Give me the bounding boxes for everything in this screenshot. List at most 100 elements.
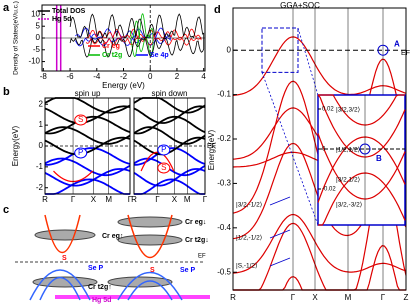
k-label: X: [312, 293, 318, 302]
band-marker: [74, 147, 88, 159]
curve: [134, 178, 205, 195]
y-tick-label: 0: [39, 141, 44, 150]
band-marker-label: S: [161, 163, 166, 172]
band-marker-label: P: [161, 145, 166, 154]
y-tick-label: -10: [28, 57, 40, 66]
curve: [317, 94, 406, 158]
y-tick-label: -0.5: [217, 267, 231, 276]
curve: [232, 36, 407, 97]
schematic-label: S: [62, 255, 67, 262]
curve: [44, 157, 131, 177]
k-label: Γ: [128, 195, 133, 204]
curve: [117, 271, 183, 301]
curve: [44, 126, 131, 145]
k-label: Γ: [155, 195, 160, 204]
curve: [44, 168, 131, 187]
ket-label: |1/2,-1/2⟩: [236, 234, 263, 242]
curve: [269, 229, 291, 239]
disk: [107, 276, 173, 288]
fermi-label: EF: [401, 50, 410, 57]
y-tick-label: -0.4: [217, 223, 231, 232]
k-label: Z: [404, 293, 409, 302]
curve: [269, 196, 291, 206]
curve: [269, 257, 291, 267]
curve: [261, 27, 319, 226]
ket-label: |3/2,1/2⟩: [336, 176, 361, 184]
ket-label: |S,-1/2⟩: [236, 262, 258, 270]
k-label: Γ: [291, 293, 296, 302]
band-marker-label: S: [78, 115, 83, 124]
curve: [44, 147, 131, 166]
schematic-label: Cr eg↑: [102, 233, 123, 240]
ket-label: |3/2,3/2⟩: [336, 106, 361, 114]
band-marker-label: P: [78, 148, 83, 157]
k-label: R: [131, 195, 137, 204]
panel-label: b: [3, 86, 10, 98]
curve: [318, 172, 406, 226]
k-label: R: [230, 293, 236, 302]
y-tick-label: -0.2: [217, 134, 231, 143]
y-tick-label: -1: [36, 162, 44, 171]
y-tick-label: 0: [36, 33, 41, 42]
disk: [34, 229, 96, 241]
k-label: Γ: [381, 293, 386, 302]
y-tick-label: -5: [33, 45, 41, 54]
curve: [133, 105, 206, 124]
x-tick-label: 2: [175, 72, 180, 81]
x-tick-label: -6: [66, 72, 74, 81]
ket-label: |3/2,-1/2⟩: [236, 201, 263, 209]
k-label: X: [172, 195, 178, 204]
x-tick-label: 4: [201, 72, 206, 81]
point-label: B: [376, 154, 382, 163]
k-label: Γ: [71, 195, 76, 204]
schematic-label: Hg 5d: [92, 297, 111, 304]
schematic-label: Cr eg↓: [185, 219, 206, 226]
frame: [133, 97, 206, 195]
curve: [44, 115, 131, 135]
panel-label: d: [214, 4, 221, 16]
schematic-label: Cr t2g↑: [88, 284, 112, 291]
legend-label: Cr t2g: [102, 52, 122, 59]
fermi-label: EF: [207, 143, 216, 150]
y-tick-label: -0.3: [217, 179, 231, 188]
subplot-title: spin up: [75, 89, 101, 98]
ket-label: |1/2,1/2⟩: [336, 146, 361, 154]
curve: [44, 136, 131, 156]
point-marker: [359, 143, 371, 155]
schematic-label: Cr t2g↓: [185, 237, 209, 244]
y-axis-label: Density of States(eV/u.c.): [13, 1, 20, 75]
curve: [44, 214, 81, 253]
schematic-label: Se P: [88, 265, 104, 272]
fermi-label: EF: [198, 254, 206, 260]
k-label: M: [105, 195, 112, 204]
disk: [117, 234, 183, 246]
y-tick-label: -0.1: [217, 90, 231, 99]
curve: [233, 245, 406, 291]
curve: [232, 213, 407, 274]
curve: [133, 168, 206, 187]
ket-label: |3/2,-3/2⟩: [336, 201, 363, 209]
frame: [232, 7, 407, 291]
band-marker: [157, 162, 171, 174]
subplot-title: spin down: [151, 89, 187, 98]
zoom-box: [261, 27, 299, 73]
band-marker: [74, 114, 88, 126]
x-tick-label: 0: [148, 72, 153, 81]
legend-label: Total DOS: [52, 8, 86, 15]
x-tick-label: -4: [93, 72, 101, 81]
y-tick-label: -0.02: [322, 187, 336, 193]
schematic-label: S: [150, 267, 155, 274]
curve: [318, 94, 405, 126]
y-axis-label: Energy(eV): [11, 125, 20, 166]
legend-label: Cr eg: [102, 43, 120, 50]
y-tick-label: 0: [227, 45, 232, 54]
y-tick-label: -2: [36, 183, 44, 192]
k-label: Γ: [203, 195, 208, 204]
y-tick-label: 2: [39, 99, 44, 108]
disk: [117, 216, 183, 228]
curve: [29, 269, 91, 301]
panel-label: a: [3, 2, 10, 14]
y-tick-label: 0: [322, 147, 326, 153]
curve: [127, 214, 173, 259]
